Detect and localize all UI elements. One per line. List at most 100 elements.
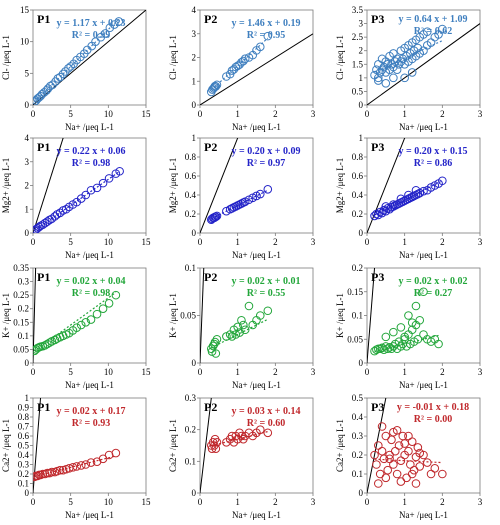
x-tick-label: 5 [68, 367, 73, 377]
data-point [407, 68, 417, 77]
x-tick-label: 2 [440, 237, 445, 247]
y-axis-label: Ca2+ /μeq L-1 [335, 419, 345, 472]
data-point [374, 76, 383, 85]
data-point [46, 81, 55, 91]
trend-line [211, 318, 269, 349]
x-tick-label: 0 [198, 109, 203, 119]
x-tick-label: 3 [311, 237, 316, 247]
y-tick-label: 0.5 [352, 86, 364, 96]
x-axis-label: Na+ /μeq L-1 [65, 510, 114, 520]
data-point [372, 460, 381, 469]
data-point [110, 20, 119, 29]
data-point [92, 309, 102, 319]
data-point [383, 59, 393, 69]
data-point [407, 318, 417, 327]
x-axis-label: Na+ /μeq L-1 [399, 250, 448, 260]
trend-line [34, 170, 120, 232]
x-tick-label: 3 [478, 367, 483, 377]
data-point [55, 72, 65, 82]
x-tick-label: 1 [402, 237, 407, 247]
data-point [72, 462, 81, 471]
y-tick-label: 0.15 [347, 287, 363, 297]
y-tick-label: 0.35 [13, 263, 29, 273]
data-point [33, 94, 42, 103]
x-tick-label: 1 [402, 367, 407, 377]
data-point [235, 328, 244, 337]
data-point [255, 425, 265, 434]
panel-title: P3 [371, 140, 384, 154]
reference-line [200, 138, 239, 233]
data-point [396, 194, 406, 204]
panel-1-3: 0 1 2 3 0 0.5 1 1.5 2 2.5 3 3.5 P3 y = 0.64 x + 1.09R… [335, 5, 483, 132]
r-squared-label: R² = 0.98 [72, 158, 110, 169]
panel-4-3: 0 1 2 3 0 0.1 0.2 0.3 0.4 0.5 P3 y = -0.01 x + 0.18… [335, 393, 483, 520]
y-tick-label: 1 [359, 73, 364, 83]
y-tick-label: 0.1 [18, 331, 29, 341]
x-tick-label: 1 [235, 237, 240, 247]
data-point [400, 73, 409, 83]
x-tick-label: 10 [104, 367, 114, 377]
data-point [381, 473, 391, 483]
data-point [263, 306, 273, 316]
x-tick-label: 0 [365, 367, 370, 377]
data-point [415, 315, 425, 325]
data-point [239, 320, 248, 330]
y-tick-label: 2.5 [352, 32, 364, 42]
x-tick-label: 1 [235, 367, 240, 377]
y-tick-label: 0.1 [18, 479, 29, 489]
trend-line [374, 334, 439, 353]
y-tick-label: 0 [25, 488, 30, 498]
data-point [404, 311, 413, 320]
x-tick-label: 0 [365, 497, 370, 507]
y-axis-label: Cl- /μeq L-1 [1, 35, 11, 80]
x-tick-label: 0 [198, 367, 203, 377]
data-point [105, 23, 115, 33]
data-point [43, 217, 52, 226]
r-squared-label: R² = 0.60 [247, 418, 285, 429]
r-squared-label: R² = 0.55 [247, 288, 285, 299]
y-tick-label: 0.8 [18, 412, 30, 422]
data-point [211, 82, 221, 91]
data-point [411, 185, 421, 195]
y-tick-label: 1 [192, 76, 197, 86]
x-tick-label: 3 [311, 109, 316, 119]
x-tick-label: 0 [365, 109, 370, 119]
data-point [422, 27, 432, 37]
data-point [104, 298, 114, 308]
data-point [48, 80, 57, 90]
x-tick-label: 5 [68, 237, 73, 247]
data-point [212, 211, 222, 221]
y-tick-label: 1.5 [352, 59, 364, 69]
y-tick-label: 1 [192, 133, 197, 143]
data-point [58, 69, 68, 79]
data-point [66, 62, 75, 71]
panel-title: P1 [37, 270, 50, 284]
y-axis-label: Mg2+ /μeq L-1 [335, 158, 345, 213]
trend-line [374, 40, 443, 73]
data-point [86, 185, 96, 195]
regression-equation: y = 0.20 x + 0.15 [399, 146, 468, 157]
y-tick-label: 0.25 [13, 290, 29, 300]
y-tick-label: 0.3 [18, 277, 30, 287]
x-tick-label: 15 [142, 367, 152, 377]
data-point [413, 443, 423, 452]
trend-line [374, 458, 443, 464]
y-tick-label: 0 [25, 358, 30, 368]
panel-3-3: 0 1 2 3 0 0.05 0.1 0.15 0.2 P3 y = 0.02 x + 0.02R²… [335, 263, 483, 390]
data-point [237, 315, 246, 325]
y-tick-label: 0.05 [13, 344, 29, 354]
x-axis-label: Na+ /μeq L-1 [65, 250, 114, 260]
y-tick-label: 2 [25, 181, 30, 191]
data-point [33, 345, 41, 354]
trend-line [211, 430, 268, 447]
plot-frame [366, 397, 481, 494]
plot-frame [32, 397, 147, 494]
x-tick-label: 0 [198, 237, 203, 247]
y-tick-label: 0 [192, 228, 197, 238]
y-tick-label: 15 [20, 5, 30, 15]
y-tick-label: 2 [192, 53, 197, 63]
r-squared-label: R² = 0.98 [72, 288, 110, 299]
